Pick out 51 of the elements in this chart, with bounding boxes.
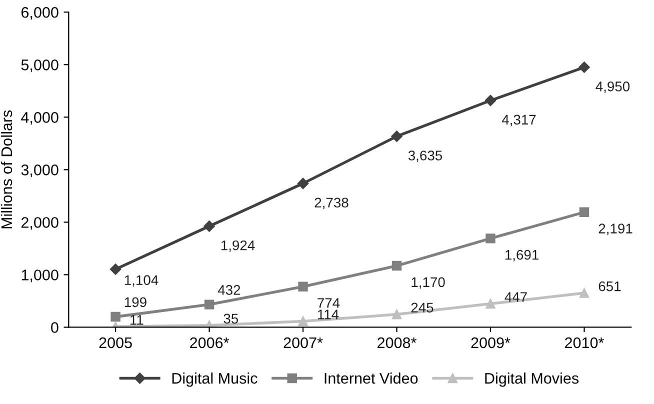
data-label: 35 xyxy=(224,314,238,324)
data-label: 2,191 xyxy=(598,224,632,236)
point xyxy=(298,316,308,326)
y-tick-label: 5,000 xyxy=(21,60,58,72)
data-label: 651 xyxy=(598,281,621,292)
point xyxy=(486,298,496,309)
y-tick-label: 6,000 xyxy=(21,6,58,20)
y-tick-label: 1,000 xyxy=(22,270,58,282)
point xyxy=(110,264,122,275)
point xyxy=(578,62,590,73)
x-tick-label: 2010* xyxy=(565,337,604,348)
x-tick-label: 2006* xyxy=(190,337,230,348)
data-label: 1,924 xyxy=(221,240,255,252)
point xyxy=(204,300,214,310)
legend-label: Digital Movies xyxy=(485,372,579,387)
point xyxy=(298,282,308,292)
data-label: 3,635 xyxy=(408,150,442,162)
data-label: 447 xyxy=(504,292,527,302)
x-tick-label: 2008* xyxy=(378,337,416,348)
data-label: 245 xyxy=(411,302,434,313)
y-tick-label: 3,000 xyxy=(21,164,58,178)
data-label: 1,170 xyxy=(412,277,445,289)
x-tick-label: 2007* xyxy=(284,337,323,348)
x-tick-label: 2005 xyxy=(99,337,132,348)
data-label: 11 xyxy=(130,315,144,325)
legend-label: Internet Video xyxy=(324,372,418,384)
y-tick-label: 4,000 xyxy=(21,112,58,125)
y-axis-title: Millions of Dollars xyxy=(0,110,12,228)
data-label: 774 xyxy=(318,298,340,308)
point xyxy=(579,288,590,298)
data-label: 432 xyxy=(218,285,240,295)
point xyxy=(297,178,309,190)
point xyxy=(486,234,496,244)
data-label: 1,104 xyxy=(124,275,158,287)
data-label: 4,950 xyxy=(596,82,630,93)
y-tick-label: 0 xyxy=(51,322,58,333)
x-tick-label: 2009* xyxy=(471,337,510,348)
point xyxy=(392,310,402,320)
data-label: 199 xyxy=(124,297,146,308)
data-label: 2,738 xyxy=(314,198,348,210)
point xyxy=(110,312,120,322)
data-label: 4,317 xyxy=(502,114,536,126)
y-tick-label: 2,000 xyxy=(21,217,58,230)
point xyxy=(391,130,402,142)
point xyxy=(484,94,496,106)
point xyxy=(579,207,590,218)
legend-label: Digital Music xyxy=(172,372,258,387)
point xyxy=(392,260,402,271)
data-label: 114 xyxy=(318,310,339,320)
point xyxy=(204,220,215,232)
data-label: 1,691 xyxy=(505,250,538,262)
